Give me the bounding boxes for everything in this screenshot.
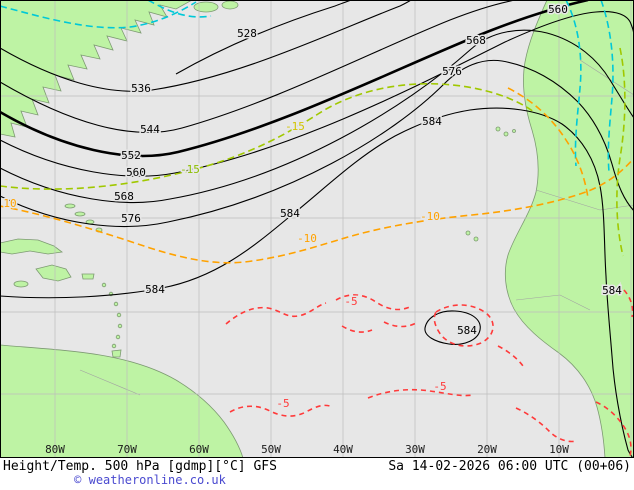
land-south-america xyxy=(0,344,244,459)
temp-label: -5 xyxy=(433,380,446,393)
height-label: 584 xyxy=(422,115,442,128)
height-label: 568 xyxy=(466,34,486,47)
land-capeverde-1 xyxy=(465,230,471,236)
isotherms-minus5 xyxy=(225,289,634,457)
country-borders xyxy=(79,59,634,396)
grid-lines xyxy=(0,0,634,458)
contour-536 xyxy=(0,0,412,92)
height-label: 584 xyxy=(602,284,622,297)
temp-label: -15 xyxy=(180,163,200,176)
land-trinidad xyxy=(111,349,122,358)
lon-label: 50W xyxy=(261,443,281,456)
landmass-group xyxy=(0,0,634,459)
land-jamaica xyxy=(13,280,29,288)
contour-584 xyxy=(0,107,634,459)
contour-560 xyxy=(0,11,634,177)
isotherms-minus10 xyxy=(0,87,634,264)
land-antilles-6 xyxy=(115,334,121,340)
footer-background xyxy=(0,458,634,490)
contour-568 xyxy=(0,29,634,203)
land-island-ne-1 xyxy=(193,1,219,13)
map-datetime: Sa 14-02-2026 06:00 UTC (00+06) xyxy=(388,459,631,474)
land-africa xyxy=(504,0,634,459)
land-bahamas-2 xyxy=(74,211,86,217)
lon-label: 80W xyxy=(45,443,65,456)
temp-label: -10 xyxy=(420,210,440,223)
land-canary-3 xyxy=(512,129,516,133)
height-contours xyxy=(0,0,634,459)
height-label: 584 xyxy=(145,283,165,296)
land-canary-2 xyxy=(503,131,509,137)
lon-label: 70W xyxy=(117,443,137,456)
footer: Height/Temp. 500 hPa [gdmp][°C] GFS Sa 1… xyxy=(0,458,634,490)
lon-label: 30W xyxy=(405,443,425,456)
lon-label: 40W xyxy=(333,443,353,456)
lon-label: 20W xyxy=(477,443,497,456)
height-label: 560 xyxy=(548,3,568,16)
land-bahamas-1 xyxy=(64,203,76,209)
temp-label: -5 xyxy=(344,295,357,308)
land-antilles-1 xyxy=(101,282,107,288)
height-label: 528 xyxy=(237,27,257,40)
height-label: 584 xyxy=(280,207,300,220)
temp-label: -10 xyxy=(297,232,317,245)
land-antilles-3 xyxy=(113,301,119,307)
isotherms-minus15 xyxy=(0,47,626,257)
land-antilles-4 xyxy=(116,312,122,318)
temp-label: 10 xyxy=(3,197,16,210)
lon-label: 60W xyxy=(189,443,209,456)
land-capeverde-2 xyxy=(473,236,479,242)
contour-552-bold xyxy=(0,0,589,158)
map-title: Height/Temp. 500 hPa [gdmp][°C] GFS xyxy=(3,459,277,474)
contour-528 xyxy=(175,0,352,75)
land-antilles-7 xyxy=(111,343,117,349)
height-label: 568 xyxy=(114,190,134,203)
height-label: 576 xyxy=(442,65,462,78)
temp-labels: -15 -15 10 -10 -10 -5 -5 -5 xyxy=(2,119,448,412)
land-canary-1 xyxy=(495,126,501,132)
land-north-america xyxy=(0,0,193,138)
contour-584-closed-low xyxy=(424,310,481,345)
land-hispaniola xyxy=(35,264,72,282)
contour-576 xyxy=(0,59,634,228)
land-antilles-5 xyxy=(117,323,123,329)
temp-label: -15 xyxy=(285,120,305,133)
land-island-ne-2 xyxy=(221,0,239,10)
contour-544 xyxy=(0,0,516,133)
longitude-labels: 80W 70W 60W 50W 40W 30W 20W 10W xyxy=(45,443,569,456)
isotherms-cyan xyxy=(0,0,614,173)
land-puerto-rico xyxy=(81,273,95,280)
height-labels: 560 528 568 536 576 544 584 552 560 568 … xyxy=(113,2,624,339)
height-label: 584 xyxy=(457,324,477,337)
height-label: 544 xyxy=(140,123,160,136)
lon-label: 10W xyxy=(549,443,569,456)
height-label: 560 xyxy=(126,166,146,179)
height-label: 576 xyxy=(121,212,141,225)
height-label: 536 xyxy=(131,82,151,95)
height-label: 552 xyxy=(121,149,141,162)
copyright: © weatheronline.co.uk xyxy=(74,473,226,487)
temp-label: -5 xyxy=(276,397,289,410)
